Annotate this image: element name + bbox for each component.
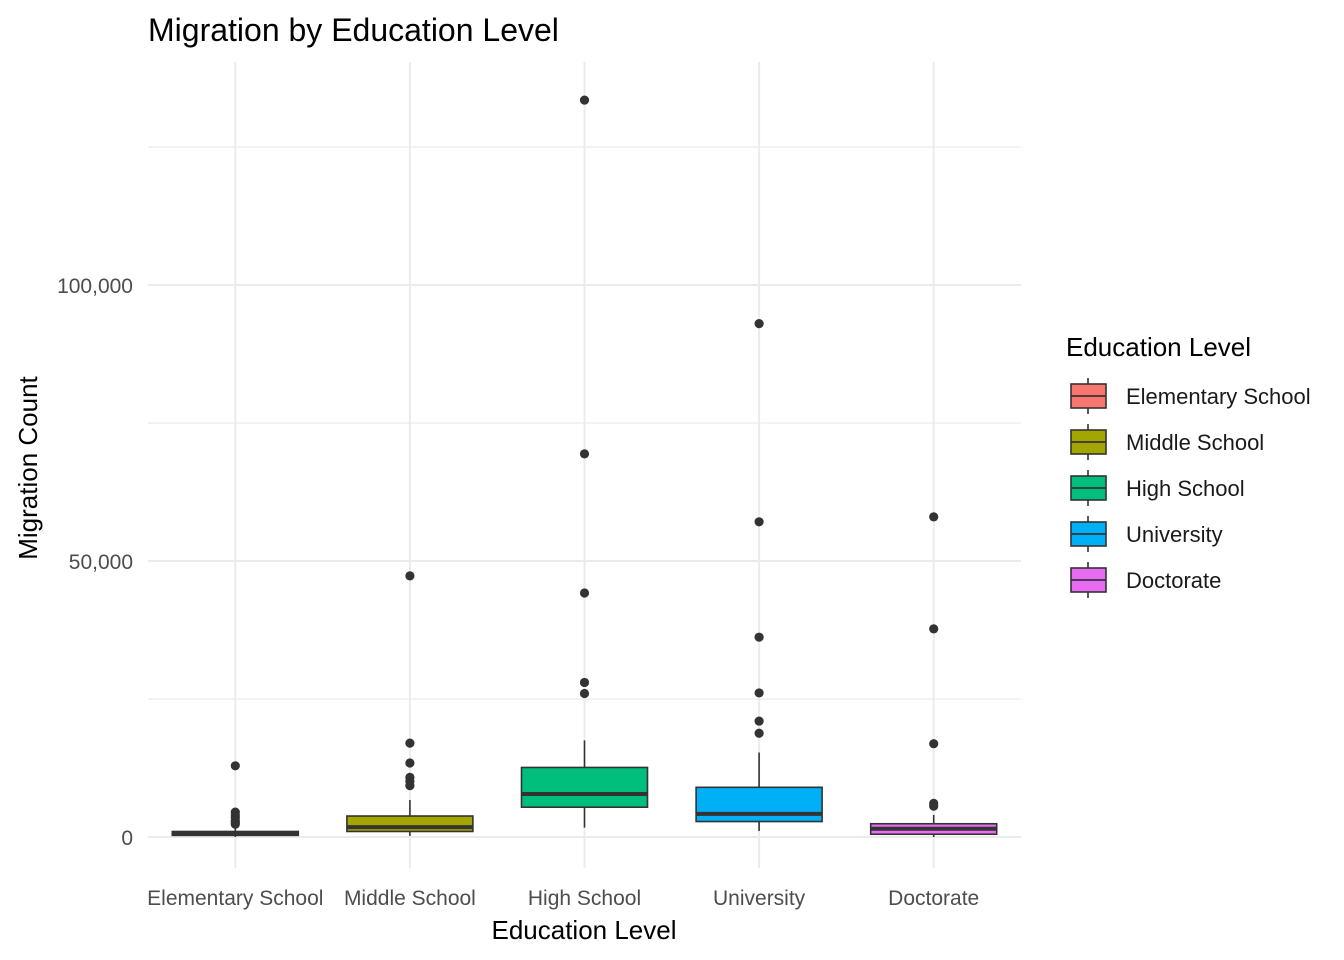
box bbox=[520, 766, 649, 808]
outlier-point bbox=[230, 761, 240, 771]
legend: Education Level Elementary School Middle … bbox=[1066, 332, 1311, 598]
y-tick-label: 100,000 bbox=[57, 275, 133, 298]
legend-item: High School bbox=[1070, 470, 1245, 506]
box-group bbox=[171, 761, 300, 837]
y-axis-title: Migration Count bbox=[13, 375, 43, 559]
box-layer bbox=[171, 95, 998, 837]
outlier-point bbox=[754, 716, 764, 726]
y-tick-label: 0 bbox=[121, 827, 133, 850]
legend-items: Elementary School Middle School High Schoo… bbox=[1070, 378, 1311, 598]
outlier-point bbox=[579, 688, 590, 699]
outlier-point bbox=[754, 632, 764, 642]
outlier-point bbox=[754, 728, 764, 738]
outlier-point bbox=[405, 758, 415, 768]
x-tick-label: Elementary School bbox=[147, 887, 323, 910]
x-tick-label: Middle School bbox=[344, 887, 476, 910]
box bbox=[695, 786, 823, 823]
outlier-point bbox=[929, 801, 939, 811]
legend-label: High School bbox=[1126, 476, 1245, 501]
y-tick-labels: 0 50,000 100,000 bbox=[57, 275, 133, 850]
outlier-point bbox=[405, 571, 415, 581]
legend-label: Middle School bbox=[1126, 430, 1264, 455]
x-tick-label: Doctorate bbox=[888, 887, 979, 910]
legend-label: Elementary School bbox=[1126, 384, 1311, 409]
legend-item: Middle School bbox=[1070, 424, 1264, 460]
y-tick-label: 50,000 bbox=[69, 551, 133, 574]
x-axis-title: Education Level bbox=[491, 915, 676, 945]
outlier-point bbox=[579, 449, 590, 459]
legend-label: University bbox=[1126, 522, 1223, 547]
x-tick-label: University bbox=[713, 887, 806, 910]
outlier-point bbox=[579, 95, 590, 105]
box-group bbox=[695, 319, 823, 831]
outlier-point bbox=[754, 517, 764, 527]
legend-item: Doctorate bbox=[1070, 562, 1221, 598]
outlier-point bbox=[405, 781, 415, 791]
box bbox=[346, 815, 474, 833]
outlier-point bbox=[929, 624, 939, 634]
legend-item: Elementary School bbox=[1070, 378, 1311, 414]
box-group bbox=[520, 95, 649, 828]
outlier-point bbox=[579, 588, 590, 598]
outlier-point bbox=[929, 512, 939, 522]
outlier-point bbox=[230, 819, 240, 829]
x-tick-label: High School bbox=[528, 887, 641, 910]
outlier-point bbox=[929, 739, 939, 749]
box-group bbox=[869, 512, 998, 837]
outlier-point bbox=[579, 677, 590, 688]
chart-title: Migration by Education Level bbox=[148, 12, 559, 48]
legend-title: Education Level bbox=[1066, 332, 1251, 362]
outlier-point bbox=[754, 319, 764, 329]
legend-item: University bbox=[1070, 516, 1223, 552]
legend-label: Doctorate bbox=[1126, 568, 1221, 593]
box-group bbox=[346, 571, 474, 836]
outlier-point bbox=[405, 738, 415, 748]
outlier-point bbox=[754, 688, 764, 698]
x-tick-labels: Elementary School Middle School High Schoo… bbox=[147, 887, 979, 910]
